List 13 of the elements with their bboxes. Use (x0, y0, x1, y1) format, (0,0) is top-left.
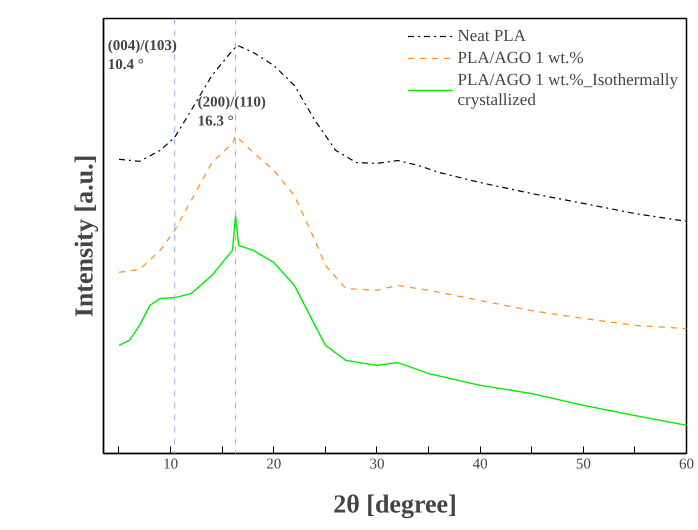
x-tick-label: 40 (472, 456, 488, 472)
x-tick-label: 10 (163, 456, 178, 472)
ref-line-label: (004)/(103) 10.4 ° (108, 38, 177, 74)
legend-label: Neat PLA (457, 26, 526, 46)
x-tick-label: 60 (679, 456, 694, 472)
x-axis-title: 2θ [degree] (333, 490, 457, 518)
x-tick-label: 20 (266, 456, 282, 472)
x-tick-label: 30 (369, 456, 384, 472)
legend-label: PLA/AGO 1 wt.% (457, 48, 584, 68)
y-axis-title: Intensity [a.u.] (70, 154, 98, 318)
legend-label: PLA/AGO 1 wt.%_Isothermally crystallized (457, 70, 678, 110)
ref-line-label: (200)/(110) 16.3 ° (198, 94, 266, 130)
x-tick-label: 50 (576, 456, 591, 472)
